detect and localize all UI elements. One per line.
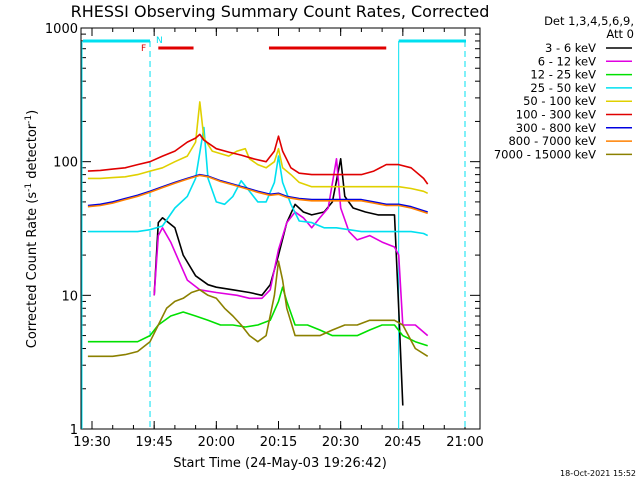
legend-entry-label: 25 - 50 keV (530, 81, 596, 95)
series-line-5 (87, 133, 429, 185)
y-tick-label: 1000 (45, 22, 78, 37)
x-tick-label: 19:45 (135, 435, 172, 450)
footer-timestamp: 18-Oct-2021 15:52 (560, 469, 636, 478)
chart-title: RHESSI Observing Summary Count Rates, Co… (71, 2, 490, 21)
series-line-0 (153, 158, 404, 406)
x-tick-label: 20:15 (260, 435, 297, 450)
legend-entry-label: 800 - 7000 keV (508, 134, 596, 148)
x-tick-label: 19:30 (73, 435, 110, 450)
axis-ticks: 19:30 19:45 20:00 20:15 20:30 20:45 21:00 1 10 10… (45, 22, 484, 450)
legend-header-line-2: Att 0 (606, 27, 634, 41)
legend-entry-label: 300 - 800 keV (516, 121, 596, 135)
x-tick-label: 20:30 (322, 435, 359, 450)
legend-header-line-1: Det 1,3,4,5,6,9, (544, 14, 634, 28)
series-line-8 (87, 260, 429, 358)
plot-frame (80, 27, 481, 430)
legend-entry-label: 12 - 25 keV (530, 68, 596, 82)
series-line-6 (87, 173, 428, 213)
series-line-1 (153, 158, 429, 337)
x-tick-label: 20:00 (198, 435, 235, 450)
series-line-3 (87, 126, 429, 237)
legend-entry-label: 3 - 6 keV (545, 41, 596, 55)
series-line-7 (87, 174, 428, 215)
y-tick-label: 100 (53, 156, 78, 171)
legend-entry-label: 7000 - 15000 keV (494, 147, 596, 161)
series-group (87, 101, 429, 406)
x-tick-label: 20:45 (384, 435, 421, 450)
fast-flag-label: F (141, 44, 146, 54)
y-tick-label: 1 (70, 423, 78, 438)
x-tick-label: 21:00 (446, 435, 483, 450)
saa-flag-label: N (156, 36, 163, 46)
legend-entry-label: 100 - 300 keV (516, 108, 596, 122)
y-axis-label: Corrected Count Rate (s-1 detector-1) (24, 110, 40, 348)
series-line-4 (87, 101, 429, 195)
legend-entry-label: 50 - 100 keV (523, 94, 596, 108)
observing-flags: NF (81, 36, 466, 429)
legend-entry-label: 6 - 12 keV (538, 54, 596, 68)
y-tick-label: 10 (61, 289, 78, 304)
x-axis-label: Start Time (24-May-03 19:26:42) (173, 456, 387, 471)
series-line-2 (87, 286, 428, 347)
